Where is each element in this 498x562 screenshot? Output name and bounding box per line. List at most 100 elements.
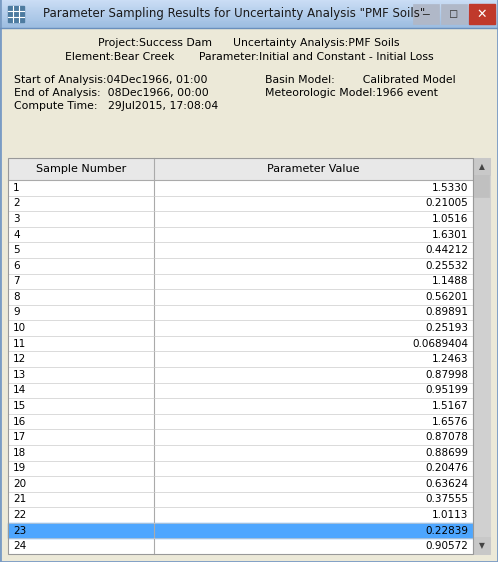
Bar xyxy=(0,4,498,6)
Text: 17: 17 xyxy=(13,432,26,442)
Text: Start of Analysis:04Dec1966, 01:00: Start of Analysis:04Dec1966, 01:00 xyxy=(14,75,208,85)
Bar xyxy=(0,18,498,19)
Text: 0.90572: 0.90572 xyxy=(425,541,468,551)
Text: 0.89891: 0.89891 xyxy=(425,307,468,318)
Text: 9: 9 xyxy=(13,307,19,318)
Text: 1.6301: 1.6301 xyxy=(432,229,468,239)
Bar xyxy=(0,20,498,21)
Text: 0.87078: 0.87078 xyxy=(425,432,468,442)
Bar xyxy=(0,25,498,26)
Text: 0.63624: 0.63624 xyxy=(425,479,468,489)
Bar xyxy=(0,3,498,4)
Bar xyxy=(0,16,498,17)
Text: 24: 24 xyxy=(13,541,26,551)
Bar xyxy=(0,0,498,1)
Bar xyxy=(0,12,498,13)
Text: 1.0113: 1.0113 xyxy=(432,510,468,520)
Text: 1.5167: 1.5167 xyxy=(431,401,468,411)
Text: 1.0516: 1.0516 xyxy=(432,214,468,224)
Text: ─: ─ xyxy=(423,9,429,19)
Text: 1.5330: 1.5330 xyxy=(432,183,468,193)
Bar xyxy=(0,26,498,27)
Bar xyxy=(473,158,490,554)
Bar xyxy=(8,158,490,554)
Text: Basin Model:        Calibrated Model: Basin Model: Calibrated Model xyxy=(265,75,456,85)
Bar xyxy=(441,4,467,24)
Text: 22: 22 xyxy=(13,510,26,520)
Text: 0.95199: 0.95199 xyxy=(425,386,468,396)
Text: 0.22839: 0.22839 xyxy=(425,525,468,536)
Text: End of Analysis:  08Dec1966, 00:00: End of Analysis: 08Dec1966, 00:00 xyxy=(14,88,209,98)
Text: ▼: ▼ xyxy=(479,541,485,550)
Text: 11: 11 xyxy=(13,339,26,348)
Text: Compute Time:   29Jul2015, 17:08:04: Compute Time: 29Jul2015, 17:08:04 xyxy=(14,101,218,111)
Bar xyxy=(0,14,498,15)
Text: 10: 10 xyxy=(13,323,26,333)
Text: Parameter Value: Parameter Value xyxy=(267,164,360,174)
Bar xyxy=(469,4,495,24)
Text: 0.0689404: 0.0689404 xyxy=(412,339,468,348)
Text: Parameter Sampling Results for Uncertainty Analysis "PMF Soils": Parameter Sampling Results for Uncertain… xyxy=(43,7,425,20)
Text: 18: 18 xyxy=(13,448,26,457)
Text: 0.44212: 0.44212 xyxy=(425,245,468,255)
Text: 14: 14 xyxy=(13,386,26,396)
Text: ▲: ▲ xyxy=(479,162,485,171)
Bar xyxy=(0,27,498,28)
Text: Meteorologic Model:1966 event: Meteorologic Model:1966 event xyxy=(265,88,438,98)
Bar xyxy=(0,24,498,25)
Text: 16: 16 xyxy=(13,416,26,427)
Bar xyxy=(8,6,24,22)
Bar xyxy=(8,158,473,180)
Text: 4: 4 xyxy=(13,229,19,239)
Text: 5: 5 xyxy=(13,245,19,255)
Bar xyxy=(0,21,498,22)
Text: 0.25193: 0.25193 xyxy=(425,323,468,333)
Text: 15: 15 xyxy=(13,401,26,411)
Text: 23: 23 xyxy=(13,525,26,536)
Text: Project:Success Dam      Uncertainty Analysis:PMF Soils: Project:Success Dam Uncertainty Analysis… xyxy=(98,38,400,48)
Text: 19: 19 xyxy=(13,463,26,473)
Text: ◻: ◻ xyxy=(449,9,459,19)
Text: 1.1488: 1.1488 xyxy=(431,277,468,286)
Bar xyxy=(0,13,498,14)
Bar xyxy=(0,1,498,2)
Bar xyxy=(0,7,498,8)
Text: 2: 2 xyxy=(13,198,19,209)
Text: 0.88699: 0.88699 xyxy=(425,448,468,457)
Bar xyxy=(8,158,473,554)
Text: 0.37555: 0.37555 xyxy=(425,495,468,505)
Text: 6: 6 xyxy=(13,261,19,271)
Text: 8: 8 xyxy=(13,292,19,302)
Text: Element:Bear Creek       Parameter:Initial and Constant - Initial Loss: Element:Bear Creek Parameter:Initial and… xyxy=(65,52,433,62)
Text: 20: 20 xyxy=(13,479,26,489)
Bar xyxy=(0,19,498,20)
Text: 13: 13 xyxy=(13,370,26,380)
Text: 0.21005: 0.21005 xyxy=(425,198,468,209)
Bar xyxy=(413,4,439,24)
Bar xyxy=(473,158,490,175)
Text: 1.6576: 1.6576 xyxy=(431,416,468,427)
Bar xyxy=(0,2,498,3)
Bar xyxy=(0,22,498,24)
Text: 0.87998: 0.87998 xyxy=(425,370,468,380)
Bar xyxy=(474,175,489,197)
Bar xyxy=(0,15,498,16)
Text: 1.2463: 1.2463 xyxy=(431,354,468,364)
Bar xyxy=(473,537,490,554)
Text: 0.20476: 0.20476 xyxy=(425,463,468,473)
Bar xyxy=(0,17,498,18)
Text: 0.25532: 0.25532 xyxy=(425,261,468,271)
Text: 7: 7 xyxy=(13,277,19,286)
Bar xyxy=(0,8,498,10)
Text: ✕: ✕ xyxy=(477,7,487,20)
Bar xyxy=(0,6,498,7)
Bar xyxy=(0,11,498,12)
Text: 3: 3 xyxy=(13,214,19,224)
Text: 21: 21 xyxy=(13,495,26,505)
Text: Sample Number: Sample Number xyxy=(36,164,126,174)
Text: 12: 12 xyxy=(13,354,26,364)
Text: 1: 1 xyxy=(13,183,19,193)
Text: 0.56201: 0.56201 xyxy=(425,292,468,302)
Bar xyxy=(8,523,473,538)
Bar xyxy=(0,10,498,11)
